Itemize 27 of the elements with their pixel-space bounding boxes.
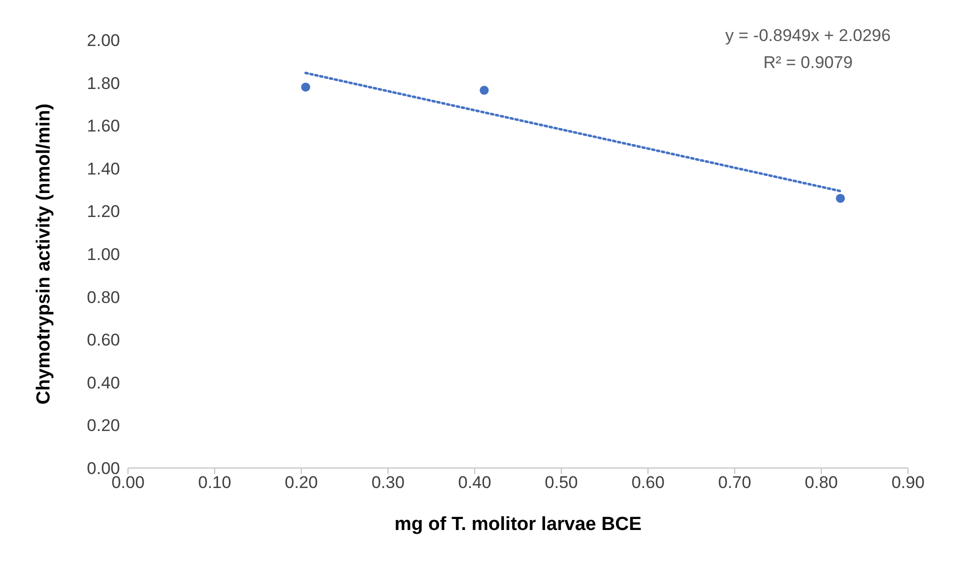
y-axis-title: Chymotrypsin activity (nmol/min) [34,104,55,404]
x-tick-label: 0.30 [371,473,405,492]
x-tick-label: 0.70 [718,473,752,492]
point [301,82,310,92]
annotation: R² = 0.9079 [762,52,854,74]
x-tick-label: 0.50 [544,473,578,492]
y-tick-label: 1.80 [86,74,120,93]
x-tick-label: 0.90 [891,473,925,492]
point [480,86,489,95]
x-tick-label: 0.40 [458,473,492,492]
x-axis-title: mg of T. molitor larvae BCE [394,514,642,535]
x-tick-label: 0.00 [111,473,145,492]
x-tick-label: 0.60 [631,473,665,492]
y-tick-label: 2.00 [86,31,120,50]
y-tick-label: 0.80 [86,288,120,307]
x-tick-label: 0.20 [284,473,318,492]
point [836,194,845,203]
y-tick-label: 1.60 [86,116,120,136]
y-tick-label: 0.20 [86,416,120,436]
x-tick-label: 0.80 [804,473,838,492]
y-tick-label: 1.20 [86,202,120,222]
y-tick-label: 0.40 [86,373,120,392]
y-tick-label: 1.00 [86,245,120,264]
y-tick-label: 1.40 [86,159,120,178]
annotation: y = -0.8949x + 2.0296 [724,25,892,47]
y-tick-label: 0.60 [86,330,120,350]
x-tick-label: 0.10 [198,473,232,492]
